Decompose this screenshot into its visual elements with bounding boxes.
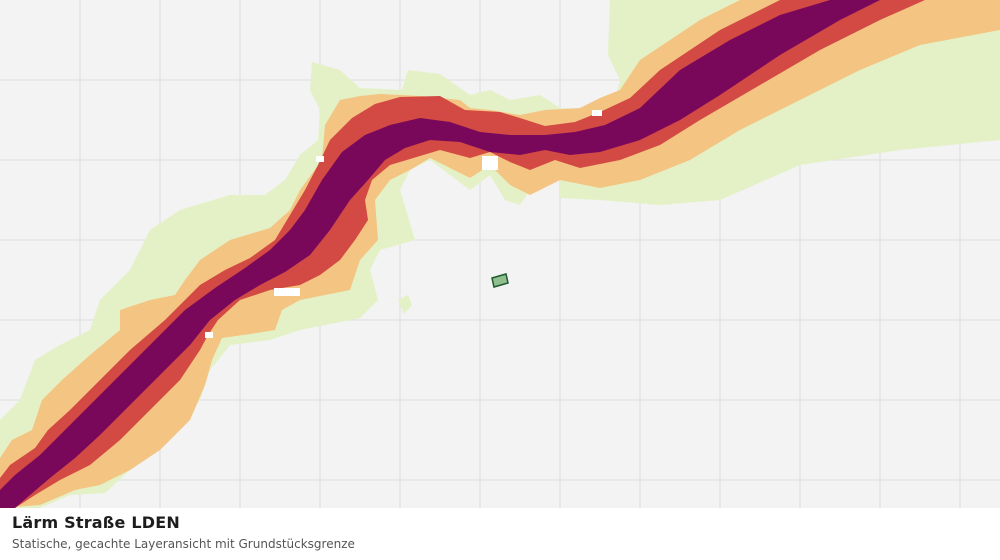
noise-band-outer-patch (398, 295, 412, 314)
parcel-polygon[interactable] (491, 273, 509, 288)
map-gap (592, 110, 602, 116)
map-gap (316, 156, 324, 162)
noise-band-2 (0, 0, 925, 508)
map-gap (482, 156, 498, 170)
map-gap (205, 332, 213, 338)
noise-map[interactable] (0, 0, 1000, 508)
layer-subtitle: Statische, gecachte Layeransicht mit Gru… (12, 537, 355, 551)
noise-band-3 (0, 0, 1000, 508)
noise-bands (0, 0, 1000, 508)
parcel-boundary-marker[interactable] (491, 273, 509, 288)
layer-title: Lärm Straße LDEN (12, 513, 180, 532)
map-canvas (0, 0, 1000, 508)
map-caption: Lärm Straße LDEN Statische, gecachte Lay… (0, 508, 1000, 560)
map-gap (274, 288, 300, 296)
noise-band-core (0, 0, 880, 508)
